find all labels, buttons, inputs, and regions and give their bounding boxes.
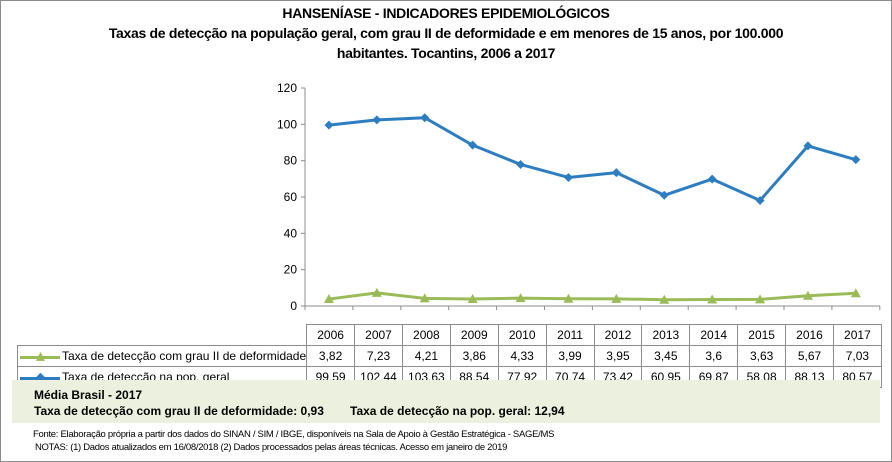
series-line-0 [328,291,856,302]
data-point [659,190,669,200]
data-point [515,293,526,303]
data-point [755,294,766,304]
data-point [371,287,382,297]
y-tick-label: 40 [284,226,298,240]
legend-marker-icon [20,351,60,362]
chart-subtitle-line2: habitantes. Tocantins, 2006 a 2017 [336,45,556,61]
legend-entry: Taxa de detecção com grau II de deformid… [16,345,308,367]
data-cell: 7,03 [832,345,882,367]
year-header: 2017 [832,324,882,346]
data-cell: 3,6 [689,345,739,367]
year-header: 2011 [545,324,595,346]
data-cell: 7,23 [354,345,403,367]
year-header: 2014 [689,324,739,346]
series-row: Taxa de detecção com grau II de deformid… [16,345,882,367]
data-point [420,113,430,123]
y-tick-label: 20 [284,263,298,277]
data-point [611,168,621,178]
year-header: 2008 [401,324,451,346]
series-name: Taxa de detecção com grau II de deformid… [62,349,307,363]
series-line-1 [328,116,857,202]
data-point [611,293,622,303]
data-cell: 4,21 [401,345,451,367]
data-point [372,115,382,125]
legend-marker-icon [20,372,60,383]
data-point [659,294,670,304]
year-header: 2010 [497,324,547,346]
year-header: 2009 [449,324,499,346]
data-point [323,294,334,304]
y-tick-label: 80 [284,154,298,168]
data-cell: 3,82 [306,345,356,367]
line-chart: 0 20 40 60 80 100 120 [277,81,881,313]
year-header: 2006 [306,324,356,346]
data-cell: 5,67 [785,345,834,367]
data-cell: 4,33 [497,345,547,367]
year-header: 2012 [593,324,643,346]
data-point [563,293,574,303]
data-point [803,141,813,151]
footer-notes: NOTAS: (1) Dados atualizados em 16/08/20… [35,442,508,453]
data-point [563,172,573,182]
year-header: 2016 [785,324,834,346]
y-tick-label: 120 [277,81,297,95]
data-point [802,290,813,300]
year-header: 2013 [641,324,691,346]
data-cell: 3,63 [737,345,787,367]
chart-title: HANSENÍASE - INDICADORES EPIDEMIOLÓGICOS [282,5,610,21]
y-tick-label: 0 [290,299,297,313]
data-point [468,140,478,150]
brazil-average-box: Média Brasil - 2017 Taxa de detecção com… [12,380,880,423]
data-point [707,294,718,304]
data-point [324,120,334,130]
header-blank [17,324,307,346]
chart-subtitle-line1: Taxas de detecção na população geral, co… [108,25,784,41]
summary-heading: Média Brasil - 2017 [34,388,143,402]
data-table: 2006 2007 2008 2009 2010 2011 2012 2013 2014 2015… [16,324,882,388]
y-tick-label: 100 [277,117,297,131]
data-cell: 3,45 [641,345,691,367]
data-cell: 3,86 [449,345,499,367]
year-header: 2015 [737,324,787,346]
data-point [755,195,765,205]
year-header: 2007 [354,324,403,346]
summary-grau2: Taxa de detecção com grau II de deformid… [34,404,324,418]
header-row: 2006 2007 2008 2009 2010 2011 2012 2013 2014 2015… [17,324,882,346]
data-point [467,293,478,303]
data-cell: 3,99 [545,345,595,367]
data-cell: 3,95 [593,345,643,367]
data-point [516,159,526,169]
footer-source: Fonte: Elaboração própria a partir dos d… [33,429,555,440]
y-tick-label: 60 [284,190,298,204]
data-point [419,293,430,303]
data-point [850,288,861,298]
data-point [851,155,861,165]
summary-pop-geral: Taxa de detecção na pop. geral: 12,94 [350,404,565,418]
data-point [707,174,717,184]
